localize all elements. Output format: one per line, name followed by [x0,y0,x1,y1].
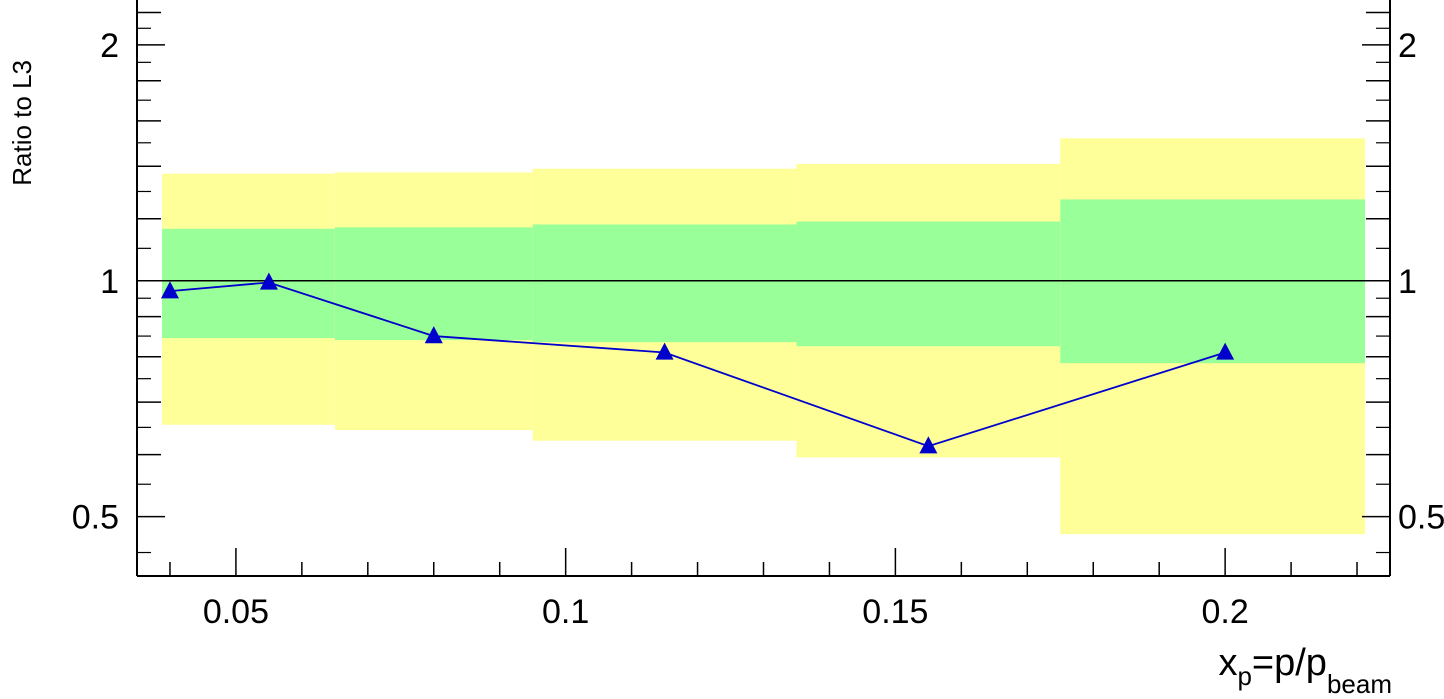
x-tick-label: 0.05 [203,593,269,631]
data-point-2 [424,326,443,344]
series-layer [160,272,1235,454]
data-point-4 [919,436,938,454]
series-line-0 [169,281,1226,448]
tick-marks [137,11,1390,576]
data-point-3 [655,342,674,360]
data-point-0 [160,281,179,299]
y-tick-label-right: 1 [1398,263,1417,301]
x-axis-title-mid: =p/p [1252,642,1327,684]
x-tick-label: 0.15 [862,593,928,631]
data-point-1 [259,272,278,290]
y-tick-label-right: 0.5 [1398,499,1444,537]
x-axis-title-main: x [1218,642,1237,684]
x-tick-label: 0.2 [1201,593,1248,631]
inner-band-3 [796,221,1061,347]
y-tick-label-right: 2 [1398,27,1417,65]
y-tick-label-left: 2 [100,27,119,65]
x-axis-title-sub-p: p [1237,661,1251,691]
uncertainty-bands [162,138,1365,535]
inner-band-2 [532,224,797,343]
y-tick-label-left: 1 [100,263,119,301]
y-tick-label-left: 0.5 [72,499,119,537]
x-axis-title: xp=p/pbeam [1218,642,1392,699]
tick-labels: 0.05 0.1 0.15 0.2 0.5 1 2 0.5 1 2 [72,27,1444,631]
y-axis-title: Ratio to L3 [7,60,37,186]
inner-band-1 [334,227,533,341]
x-axis-title-sub-beam: beam [1327,669,1392,699]
data-point-5 [1216,342,1235,360]
x-tick-label: 0.1 [542,593,589,631]
